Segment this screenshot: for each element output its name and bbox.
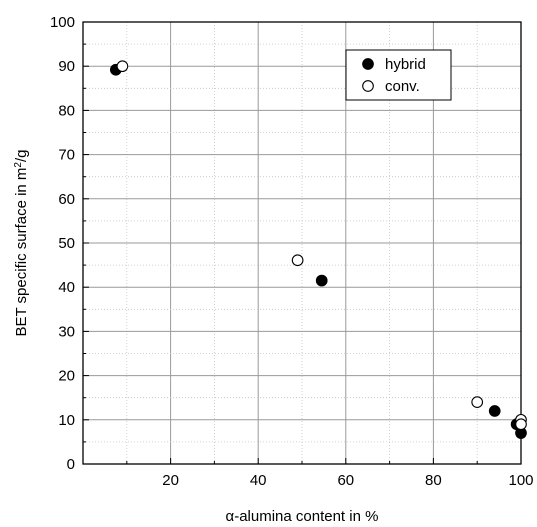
data-point-conv xyxy=(515,418,527,431)
y-tick-label: 50 xyxy=(58,235,75,252)
y-tick-label: 40 xyxy=(58,279,75,296)
x-tick-label: 80 xyxy=(425,472,442,489)
legend-box xyxy=(345,49,452,101)
y-tick-label: 0 xyxy=(67,456,75,473)
legend-label-conv: conv. xyxy=(385,78,420,95)
y-axis-title-sup: 2 xyxy=(13,162,24,168)
y-tick-label: 80 xyxy=(58,102,75,119)
data-point-conv xyxy=(471,396,484,408)
data-point-hybrid xyxy=(315,274,328,287)
legend-marker-hybrid xyxy=(362,58,374,70)
y-tick-label: 70 xyxy=(58,147,75,164)
y-tick-label: 90 xyxy=(58,58,75,75)
data-point-conv xyxy=(291,254,304,267)
y-tick-label: 30 xyxy=(58,323,75,340)
axis-ticks xyxy=(83,21,522,464)
legend-label-hybrid: hybrid xyxy=(385,56,426,73)
data-point-conv xyxy=(116,60,129,73)
y-axis-title-main: BET specific surface in m xyxy=(13,168,30,337)
y-axis-title: BET specific surface in m2/g xyxy=(13,149,31,336)
data-points xyxy=(109,60,527,439)
y-tick-label: 20 xyxy=(58,368,75,385)
y-axis-title-end: /g xyxy=(13,149,30,162)
y-tick-label: 60 xyxy=(58,191,75,208)
legend-marker-conv xyxy=(362,80,374,92)
x-axis-title-rest: -alumina content in % xyxy=(234,508,378,525)
x-tick-label: 40 xyxy=(250,472,267,489)
data-point-hybrid xyxy=(488,405,501,417)
x-tick-label: 60 xyxy=(337,472,354,489)
tick-labels: 20 40 60 80 100 0 10 20 30 40 50 60 70 80 90 100 xyxy=(50,14,534,489)
x-axis-title: α-alumina content in % xyxy=(226,508,379,525)
x-tick-label: 20 xyxy=(162,472,179,489)
x-tick-label: 100 xyxy=(508,472,533,489)
y-tick-label: 10 xyxy=(58,412,75,429)
grid xyxy=(83,22,521,464)
x-axis-title-greek: α xyxy=(226,508,235,525)
legend: hybrid conv. xyxy=(345,49,452,101)
y-tick-label: 100 xyxy=(50,14,75,31)
